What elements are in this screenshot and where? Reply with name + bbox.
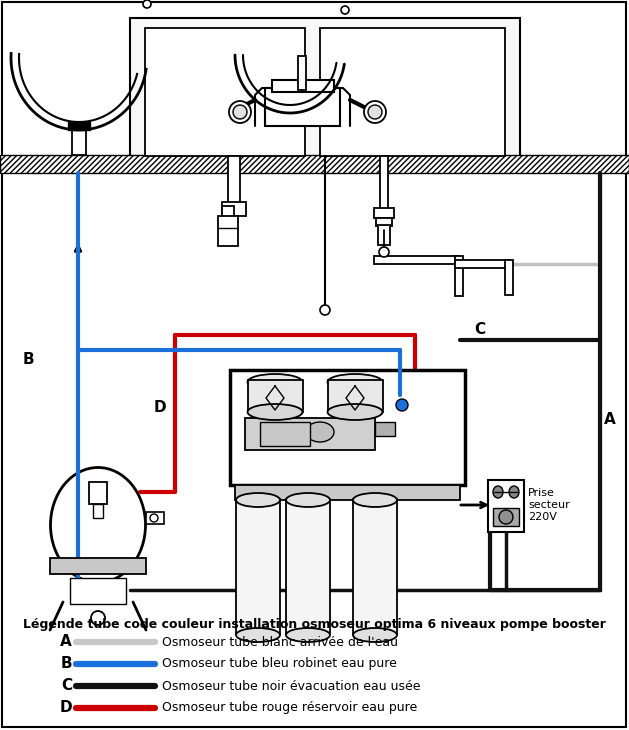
Bar [455,260,510,268]
Bar [320,28,505,156]
Text: C: C [474,323,486,337]
Ellipse shape [247,404,303,420]
Ellipse shape [493,486,503,498]
Circle shape [499,510,513,524]
Bar [455,256,463,296]
Ellipse shape [50,467,145,583]
Bar [374,256,459,264]
Ellipse shape [353,493,397,507]
Bar [260,422,310,446]
Bar [145,28,305,156]
Text: Osmoseur tube bleu robinet eau pure: Osmoseur tube bleu robinet eau pure [162,658,397,670]
Bar [328,380,383,412]
Text: Légende tube code couleur installation osmoseur optima 6 niveaux pompe booster: Légende tube code couleur installation o… [23,618,606,631]
Bar [374,208,394,218]
Bar [222,206,234,231]
Bar [493,508,519,526]
Ellipse shape [236,628,280,642]
Bar [236,499,280,634]
Circle shape [396,399,408,411]
Bar [72,128,86,155]
Bar [222,202,246,216]
Ellipse shape [328,374,382,390]
Text: secteur: secteur [528,500,570,510]
Bar [286,499,330,634]
Text: D: D [153,401,166,415]
Bar [50,558,146,574]
Circle shape [379,247,389,257]
Bar [130,18,520,158]
Bar [248,380,303,412]
Bar [89,482,107,504]
Text: C: C [61,678,72,694]
Bar [228,156,240,206]
Ellipse shape [328,404,382,420]
Bar [353,499,397,634]
Circle shape [91,611,105,625]
Text: Osmoseur tube noir évacuation eau usée: Osmoseur tube noir évacuation eau usée [162,680,421,693]
Ellipse shape [233,105,247,119]
Text: A: A [604,412,616,428]
Text: B: B [60,656,72,672]
Text: Prise: Prise [528,488,555,498]
Ellipse shape [509,486,519,498]
Text: Osmoseur tube rouge réservoir eau pure: Osmoseur tube rouge réservoir eau pure [162,702,417,715]
Circle shape [150,514,158,522]
Bar [376,218,392,226]
Bar [380,156,388,216]
Bar [93,504,103,518]
Bar [505,260,513,295]
Bar [298,56,306,90]
Ellipse shape [236,493,280,507]
Ellipse shape [229,101,251,123]
Bar [235,485,460,500]
Bar [230,370,465,485]
Bar [218,216,238,246]
Text: Osmoseur tube blanc arrivée de l'eau: Osmoseur tube blanc arrivée de l'eau [162,636,398,648]
Bar [245,418,375,450]
Bar [265,88,340,126]
Bar [378,225,390,245]
Ellipse shape [247,374,303,390]
Ellipse shape [286,493,330,507]
Bar [70,578,126,604]
Text: B: B [22,353,34,367]
Ellipse shape [306,422,334,442]
Bar [0,155,629,173]
Bar [375,422,395,436]
Text: A: A [60,634,72,650]
Circle shape [341,6,349,14]
Bar [146,512,164,524]
Ellipse shape [364,101,386,123]
Bar [488,480,524,532]
Circle shape [143,0,151,8]
Bar [272,80,334,92]
Ellipse shape [353,628,397,642]
Text: 220V: 220V [528,512,557,522]
Ellipse shape [368,105,382,119]
Bar [68,122,90,130]
Circle shape [320,305,330,315]
Ellipse shape [286,628,330,642]
Text: D: D [59,701,72,715]
